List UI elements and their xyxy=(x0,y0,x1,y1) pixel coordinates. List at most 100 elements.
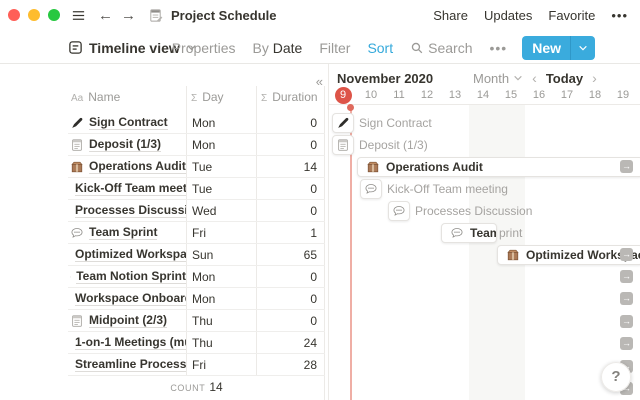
task-name: Sign Contract xyxy=(89,115,168,130)
duration-column-header[interactable]: Σ Duration xyxy=(261,90,318,104)
day-header-label: Day xyxy=(202,90,224,104)
table-row[interactable]: Midpoint (2/3) Thu 0 xyxy=(68,310,325,332)
name-cell[interactable]: Team Sprint xyxy=(68,225,186,240)
day-cell[interactable]: Sun xyxy=(192,247,214,262)
name-cell[interactable]: Midpoint (2/3) xyxy=(68,313,186,328)
duration-cell[interactable]: 0 xyxy=(310,203,317,218)
timeline-item-kickoff[interactable] xyxy=(360,179,382,199)
filter-button[interactable]: Filter xyxy=(319,39,351,56)
day-cell[interactable]: Fri xyxy=(192,225,206,240)
table-row[interactable]: Team Notion Sprint Mon 0 xyxy=(68,266,325,288)
name-cell[interactable]: 1-on-1 Meetings (multiple) xyxy=(68,335,186,350)
new-dropdown-button[interactable] xyxy=(571,43,595,53)
day-cell[interactable]: Mon xyxy=(192,291,216,306)
duration-cell[interactable]: 24 xyxy=(303,335,317,350)
name-cell[interactable]: Processes Discussion xyxy=(68,203,186,218)
day-cell[interactable]: Wed xyxy=(192,203,217,218)
timeline-month-title: November 2020 xyxy=(337,71,434,86)
duration-cell[interactable]: 28 xyxy=(303,357,317,372)
jump-to-bar-arrow[interactable]: → xyxy=(620,337,633,350)
date-cell: 12 xyxy=(420,89,434,101)
name-column-header[interactable]: Aa Name xyxy=(71,90,120,104)
day-cell[interactable]: Fri xyxy=(192,357,206,372)
zoom-level-select[interactable]: Month xyxy=(473,71,523,86)
timeline-item-label: Kick-Off Team meeting xyxy=(387,182,508,196)
collapse-panel-button[interactable]: « xyxy=(315,74,323,89)
name-cell[interactable]: Workspace Onboarding xyxy=(68,291,186,306)
new-button-label[interactable]: New xyxy=(532,39,561,56)
table-row[interactable]: Team Sprint Fri 1 xyxy=(68,222,325,244)
name-cell[interactable]: Streamline Processes xyxy=(68,357,186,372)
window-zoom-button[interactable] xyxy=(48,9,60,21)
table-row[interactable]: Kick-Off Team meeting Tue 0 xyxy=(68,178,325,200)
today-button[interactable]: Today xyxy=(545,70,584,86)
jump-to-bar-arrow[interactable]: → xyxy=(620,270,633,283)
task-name: 1-on-1 Meetings (multiple) xyxy=(75,335,186,350)
timeline-item-deposit[interactable] xyxy=(332,135,354,155)
jump-to-bar-arrow[interactable]: → xyxy=(620,292,633,305)
name-cell[interactable]: Kick-Off Team meeting xyxy=(68,181,186,196)
day-cell[interactable]: Tue xyxy=(192,181,213,196)
search-button[interactable]: Search xyxy=(410,40,472,56)
timeline-item-processes[interactable] xyxy=(388,201,410,221)
day-cell[interactable]: Mon xyxy=(192,269,216,284)
day-cell[interactable]: Tue xyxy=(192,159,213,174)
table-row[interactable]: Optimized Workspace Sun 65 xyxy=(68,244,325,266)
favorite-button[interactable]: Favorite xyxy=(548,7,596,23)
table-row[interactable]: Streamline Processes Fri 28 xyxy=(68,354,325,376)
day-cell[interactable]: Thu xyxy=(192,313,213,328)
window-minimize-button[interactable] xyxy=(28,9,40,21)
day-cell[interactable]: Thu xyxy=(192,335,213,350)
day-cell[interactable]: Mon xyxy=(192,137,216,152)
name-cell[interactable]: Deposit (1/3) xyxy=(68,137,186,152)
duration-cell[interactable]: 0 xyxy=(310,137,317,152)
name-cell[interactable]: Sign Contract xyxy=(68,115,186,130)
table-row[interactable]: Processes Discussion Wed 0 xyxy=(68,200,325,222)
prev-period-button[interactable]: ‹ xyxy=(532,70,537,86)
table-row[interactable]: Workspace Onboarding Mon 0 xyxy=(68,288,325,310)
properties-button[interactable]: Properties xyxy=(171,39,236,56)
timeline-bar-team-sprint[interactable]: Team S xyxy=(441,223,497,243)
name-cell[interactable]: Optimized Workspace xyxy=(68,247,186,262)
jump-to-bar-arrow[interactable]: → xyxy=(620,315,633,328)
forward-button[interactable]: → xyxy=(121,6,136,24)
new-button[interactable]: New xyxy=(522,35,595,60)
duration-cell[interactable]: 14 xyxy=(303,159,317,174)
view-switcher[interactable]: Timeline view xyxy=(68,32,197,63)
group-by-button[interactable]: By Date xyxy=(253,40,303,56)
sort-button[interactable]: Sort xyxy=(367,39,394,56)
jump-to-bar-arrow[interactable]: → xyxy=(620,248,633,261)
table-row[interactable]: Sign Contract Mon 0 xyxy=(68,112,325,134)
duration-cell[interactable]: 0 xyxy=(310,269,317,284)
updates-button[interactable]: Updates xyxy=(483,7,533,23)
more-button[interactable]: ••• xyxy=(611,7,628,23)
timeline-item-sign-contract[interactable] xyxy=(332,113,354,133)
next-period-button[interactable]: › xyxy=(592,70,597,86)
page-title: Project Schedule xyxy=(171,7,277,23)
day-column-header[interactable]: Σ Day xyxy=(191,90,224,104)
share-button[interactable]: Share xyxy=(433,7,468,23)
table-row[interactable]: Deposit (1/3) Mon 0 xyxy=(68,134,325,156)
back-button[interactable]: ← xyxy=(98,6,113,24)
duration-cell[interactable]: 1 xyxy=(310,225,317,240)
jump-to-bar-arrow[interactable]: → xyxy=(620,160,633,173)
titlebar: ← → Project Schedule Share Updates Favor… xyxy=(0,0,640,30)
name-cell[interactable]: Operations Audit xyxy=(68,159,186,174)
toolbar-more-button[interactable]: ••• xyxy=(489,39,508,56)
timeline-bar-optimized-workspace[interactable]: Optimized Workspace xyxy=(497,245,640,265)
name-cell[interactable]: Team Notion Sprint xyxy=(68,269,186,284)
help-button[interactable]: ? xyxy=(601,362,631,392)
duration-cell[interactable]: 65 xyxy=(303,247,317,262)
sidebar-menu-icon[interactable] xyxy=(71,8,86,23)
window-close-button[interactable] xyxy=(8,9,20,21)
duration-cell[interactable]: 0 xyxy=(310,181,317,196)
table-row[interactable]: 1-on-1 Meetings (multiple) Thu 24 xyxy=(68,332,325,354)
table-row[interactable]: Operations Audit Tue 14 xyxy=(68,156,325,178)
duration-cell[interactable]: 0 xyxy=(310,291,317,306)
timeline-bar-operations-audit[interactable]: Operations Audit xyxy=(357,157,640,177)
duration-cell[interactable]: 0 xyxy=(310,313,317,328)
table-body: Sign Contract Mon 0 Deposit (1/3) Mon 0 Oper… xyxy=(68,112,325,376)
duration-cell[interactable]: 0 xyxy=(310,115,317,130)
task-name: Kick-Off Team meeting xyxy=(75,181,186,196)
day-cell[interactable]: Mon xyxy=(192,115,216,130)
